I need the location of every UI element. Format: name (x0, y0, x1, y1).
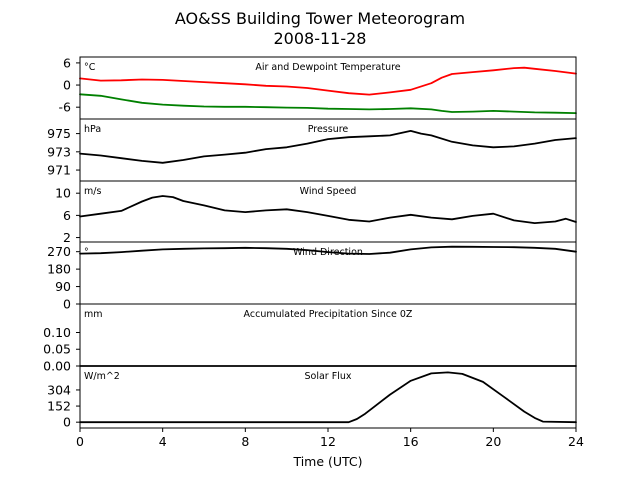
panel-0-title: Air and Dewpoint Temperature (255, 62, 400, 73)
panel-5-ytick-label-2: 304 (47, 382, 71, 397)
panel-4-title: Accumulated Precipitation Since 0Z (244, 309, 413, 320)
panel-3-ytick-label-2: 180 (47, 262, 71, 277)
panel-0-ytick-label-1: 0 (63, 78, 71, 93)
panel-0-series-0-line (79, 66, 577, 96)
panel-2-unit-label: m/s (84, 186, 101, 197)
panel-4-ytick-label-1: 0.05 (43, 342, 71, 357)
chart-title: AO&SS Building Tower Meteorogram (175, 9, 465, 28)
panel-4-unit-label: mm (84, 309, 103, 320)
x-axis-label: Time (UTC) (292, 454, 362, 469)
panel-1-unit-label: hPa (84, 124, 101, 135)
panel-4-ytick-label-0: 0.00 (43, 359, 71, 374)
panel-2-ytick-label-0: 2 (63, 230, 71, 245)
panel-3-ytick-label-1: 90 (55, 279, 71, 294)
xtick-label-5: 20 (485, 434, 501, 449)
panel-2-title: Wind Speed (300, 186, 357, 197)
panel-1-ytick-label-2: 975 (47, 126, 71, 141)
panel-0-series-1-line (79, 93, 577, 114)
panel-3-ytick-label-0: 0 (63, 297, 71, 312)
panel-4-ytick-label-2: 0.10 (43, 325, 71, 340)
panel-5-ytick-label-0: 0 (63, 415, 71, 430)
panel-3-series-0-line (79, 245, 577, 255)
panel-2-ytick-label-1: 6 (63, 208, 71, 223)
panel-5-unit-label: W/m^2 (84, 371, 120, 382)
panel-5-ytick-label-1: 152 (47, 399, 71, 414)
panel-3-title: Wind Direction (293, 247, 363, 258)
panel-0-unit-label: °C (84, 62, 96, 73)
panel-1-title: Pressure (308, 124, 349, 135)
xtick-label-6: 24 (568, 434, 584, 449)
chart-subtitle: 2008-11-28 (274, 29, 367, 48)
xtick-label-1: 4 (159, 434, 167, 449)
panel-3-unit-label: ° (84, 247, 89, 258)
panel-1-ytick-label-0: 971 (47, 163, 71, 178)
panel-3-ytick-label-3: 270 (47, 244, 71, 259)
panel-1-series-0-line (79, 130, 577, 164)
xtick-label-2: 8 (241, 434, 249, 449)
panel-0-ytick-label-0: -6 (59, 100, 72, 115)
panels-group: -6 0 6 °C Air and Dewpoint Temperature 971 973… (43, 55, 584, 449)
xtick-label-4: 16 (403, 434, 419, 449)
panel-0-ytick-label-2: 6 (63, 55, 71, 70)
xtick-label-3: 12 (320, 434, 336, 449)
panel-2-series-0-line (79, 195, 577, 224)
panel-1-ytick-label-1: 973 (47, 144, 71, 159)
panel-2-ytick-label-2: 10 (55, 186, 71, 201)
xtick-label-0: 0 (76, 434, 84, 449)
panel-5-series-0-line (79, 371, 577, 424)
panel-5-title: Solar Flux (305, 371, 352, 382)
